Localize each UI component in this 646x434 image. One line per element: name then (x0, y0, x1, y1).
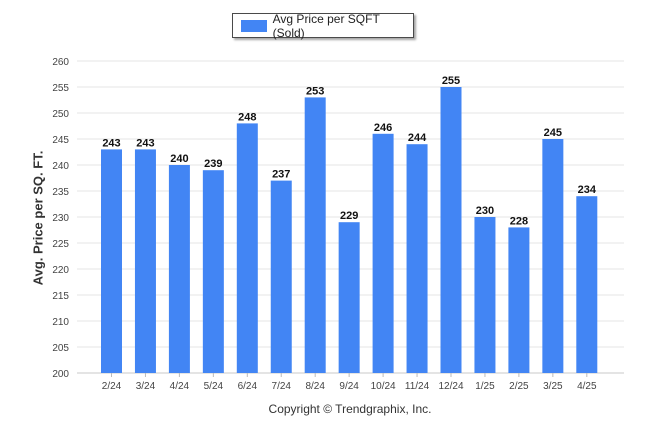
x-tick-label: 1/25 (475, 381, 495, 392)
data-label: 244 (408, 132, 427, 144)
data-label: 234 (578, 184, 597, 196)
y-tick-label: 215 (52, 291, 69, 302)
legend-swatch (241, 19, 267, 32)
bar (542, 139, 564, 373)
data-label: 243 (136, 137, 154, 149)
y-tick-label: 235 (52, 187, 69, 198)
legend-label: Avg Price per SQFT (Sold) (272, 11, 380, 40)
x-tick-label: 3/25 (543, 381, 563, 392)
data-label: 255 (442, 75, 460, 87)
data-label: 245 (544, 127, 562, 139)
x-tick-label: 4/25 (577, 381, 597, 392)
data-label: 248 (238, 111, 256, 123)
y-tick-label: 230 (52, 213, 69, 224)
bar (304, 97, 326, 374)
data-label: 253 (306, 85, 324, 97)
bar (236, 123, 258, 374)
y-tick-label: 200 (52, 369, 69, 380)
x-tick-label: 2/24 (102, 381, 122, 392)
x-tick-label: 9/24 (339, 381, 359, 392)
data-label: 237 (272, 169, 290, 181)
bar (202, 170, 224, 373)
y-tick-label: 250 (52, 109, 69, 120)
x-tick-label: 5/24 (204, 381, 224, 392)
bar (270, 180, 292, 373)
x-tick-label: 7/24 (272, 381, 292, 392)
y-tick-label: 210 (52, 317, 69, 328)
data-label: 246 (374, 122, 392, 134)
bar (338, 222, 360, 373)
y-tick-label: 245 (52, 135, 69, 146)
data-label: 229 (340, 210, 358, 222)
y-tick-label: 205 (52, 343, 69, 354)
x-tick-label: 4/24 (170, 381, 190, 392)
legend: Avg Price per SQFT (Sold) (232, 11, 414, 40)
bar (168, 165, 190, 373)
y-tick-label: 240 (52, 161, 69, 172)
data-label: 240 (170, 153, 188, 165)
bar (134, 149, 156, 373)
bar (101, 149, 122, 373)
bar (406, 144, 428, 373)
y-tick-label: 255 (52, 83, 69, 94)
y-tick-label: 225 (52, 239, 69, 250)
x-tick-label: 11/24 (405, 381, 430, 392)
data-label: 243 (102, 137, 120, 149)
bar (508, 227, 530, 373)
x-tick-label: 2/25 (509, 381, 529, 392)
x-tick-label: 3/24 (136, 381, 156, 392)
data-label: 230 (476, 205, 494, 217)
data-label: 239 (204, 158, 222, 170)
copyright-text: Copyright © Trendgraphix, Inc. (268, 402, 432, 416)
bar (372, 133, 394, 373)
y-tick-label: 220 (52, 265, 69, 276)
bar (440, 87, 462, 373)
x-tick-label: 10/24 (371, 381, 396, 392)
bar (474, 217, 496, 373)
y-tick-label: 260 (52, 57, 69, 68)
x-tick-label: 12/24 (438, 381, 463, 392)
x-tick-label: 6/24 (238, 381, 258, 392)
bar (576, 196, 598, 373)
x-tick-label: 8/24 (305, 381, 325, 392)
data-label: 228 (510, 215, 528, 227)
